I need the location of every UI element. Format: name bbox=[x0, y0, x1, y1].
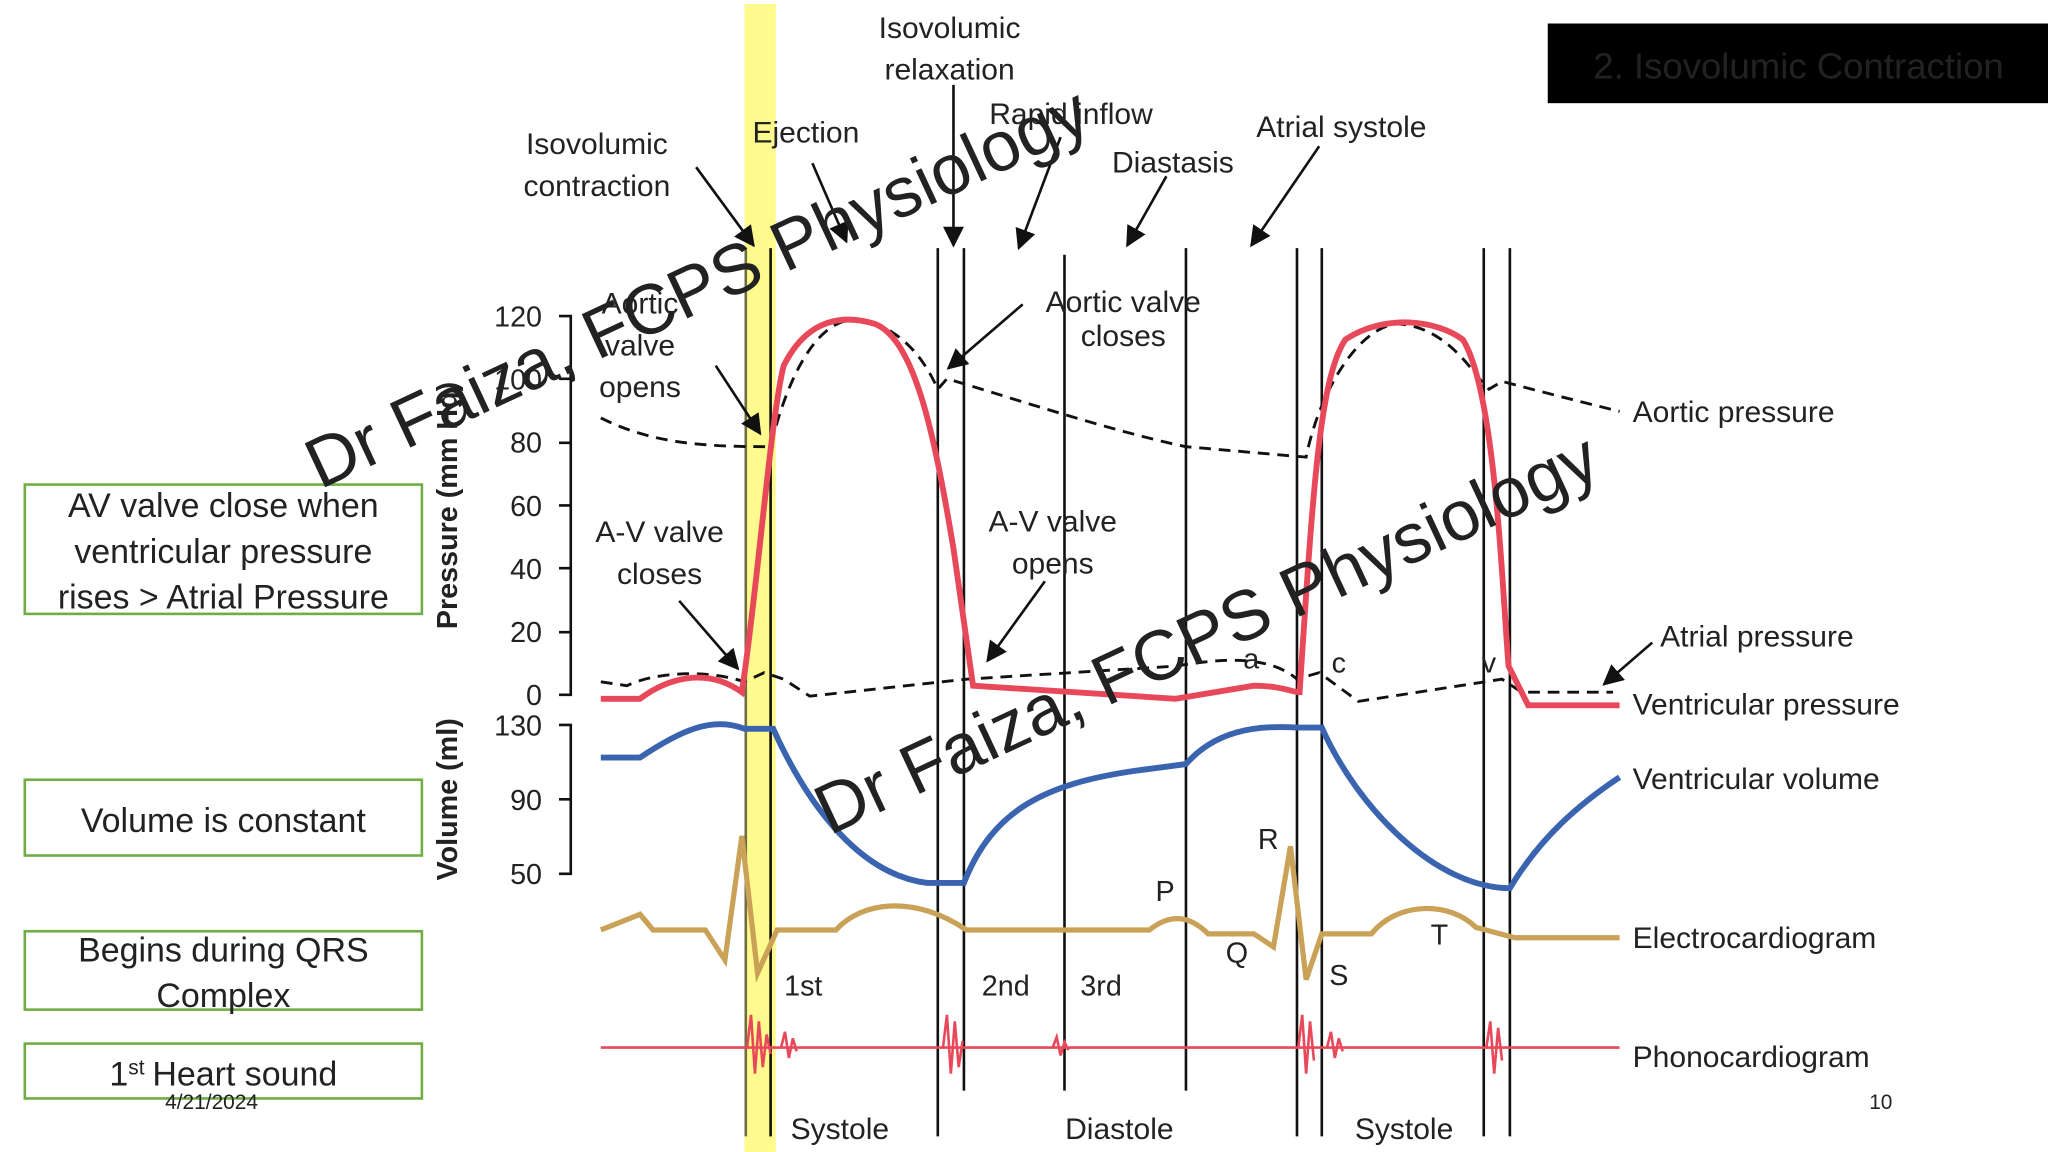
event-label: valve bbox=[605, 329, 675, 362]
phase-label: Isovolumic bbox=[879, 12, 1021, 45]
ecg-curve bbox=[599, 835, 1620, 983]
ventricular-volume-curve bbox=[600, 721, 1622, 892]
axes bbox=[559, 314, 573, 876]
slide-title: 2. Isovolumic Contraction bbox=[1593, 45, 2004, 86]
note-text: Complex bbox=[156, 977, 290, 1015]
curve-label: Phonocardiogram bbox=[1633, 1041, 1870, 1074]
curve-label: Electrocardiogram bbox=[1633, 922, 1877, 955]
period-label: Systole bbox=[791, 1113, 889, 1146]
y-tick-label: 0 bbox=[526, 680, 542, 712]
event-label: closes bbox=[1081, 320, 1166, 353]
atrial-pressure-curve bbox=[600, 658, 1614, 703]
event-label: Aortic valve bbox=[1046, 286, 1201, 319]
note-box bbox=[23, 929, 424, 1011]
title-box bbox=[1547, 23, 2048, 104]
y-tick-label: 100 bbox=[494, 365, 542, 397]
heart-sound-label: 2nd bbox=[982, 970, 1030, 1002]
curve-label: Aortic pressure bbox=[1633, 396, 1835, 429]
event-label: opens bbox=[1012, 547, 1094, 580]
curve-label: Atrial pressure bbox=[1660, 621, 1854, 654]
note-text: rises > Atrial Pressure bbox=[58, 579, 389, 617]
ventricular-pressure-curve bbox=[600, 316, 1620, 709]
note-box bbox=[23, 1042, 424, 1100]
period-label: Diastole bbox=[1065, 1113, 1174, 1146]
wave-label: S bbox=[1329, 960, 1348, 992]
y-tick-label: 60 bbox=[510, 491, 542, 523]
event-label: opens bbox=[599, 371, 681, 404]
y-tick-label: 120 bbox=[494, 302, 542, 334]
wave-label: c bbox=[1332, 648, 1346, 680]
note-text-part: Heart sound bbox=[152, 1055, 337, 1093]
phase-label: relaxation bbox=[884, 54, 1014, 87]
event-label: closes bbox=[617, 558, 702, 591]
note-text-part: st bbox=[128, 1056, 144, 1079]
curve-label: Ventricular pressure bbox=[1633, 688, 1900, 721]
phonocardiogram-curve bbox=[600, 1014, 1620, 1074]
phase-label: Ejection bbox=[752, 116, 859, 149]
wave-label: v bbox=[1482, 648, 1497, 680]
period-label: Systole bbox=[1355, 1113, 1453, 1146]
note-box bbox=[23, 483, 424, 616]
wave-label: Q bbox=[1226, 938, 1248, 970]
axis-title: Pressure (mm Hg) bbox=[432, 382, 464, 629]
y-tick-label: 90 bbox=[510, 785, 542, 817]
phase-label: Atrial systole bbox=[1256, 111, 1426, 144]
heart-sound-label: 1st bbox=[784, 970, 822, 1002]
page-number: 10 bbox=[1869, 1091, 1892, 1114]
y-tick-label: 50 bbox=[510, 859, 542, 891]
curve-label: Ventricular volume bbox=[1633, 763, 1880, 796]
wave-label: a bbox=[1243, 644, 1259, 676]
y-tick-label: 20 bbox=[510, 617, 542, 649]
phase-label: Isovolumic bbox=[526, 128, 668, 161]
note-box bbox=[23, 778, 424, 857]
wave-label: T bbox=[1431, 919, 1449, 951]
note-text: AV valve close when bbox=[68, 487, 379, 525]
note-text: ventricular pressure bbox=[74, 533, 372, 571]
y-tick-label: 130 bbox=[494, 710, 542, 742]
footer-date: 4/21/2024 bbox=[165, 1091, 258, 1114]
note-text: Volume is constant bbox=[81, 802, 366, 840]
event-label: A-V valve bbox=[988, 506, 1117, 539]
arrows bbox=[678, 84, 1654, 686]
event-label: A-V valve bbox=[595, 516, 724, 549]
heart-sound-label: 3rd bbox=[1080, 970, 1122, 1002]
wave-label: R bbox=[1258, 824, 1279, 856]
event-label: Aortic bbox=[602, 287, 679, 320]
phase-label: contraction bbox=[523, 170, 670, 203]
note-text: Begins during QRS bbox=[78, 931, 369, 969]
note-text-part: 1 bbox=[109, 1055, 128, 1093]
phase-label: Diastasis bbox=[1112, 146, 1234, 179]
note-text: 1st Heart sound bbox=[109, 1055, 337, 1093]
y-tick-label: 40 bbox=[510, 554, 542, 586]
y-tick-label: 80 bbox=[510, 428, 542, 460]
watermark: Dr Faiza, FCPS Physiology bbox=[293, 70, 1101, 503]
watermark: Dr Faiza, FCPS Physiology bbox=[802, 417, 1610, 850]
axis-title: Volume (ml) bbox=[432, 718, 464, 880]
phase-label: Rapid inflow bbox=[989, 98, 1153, 131]
wave-label: P bbox=[1155, 876, 1174, 908]
